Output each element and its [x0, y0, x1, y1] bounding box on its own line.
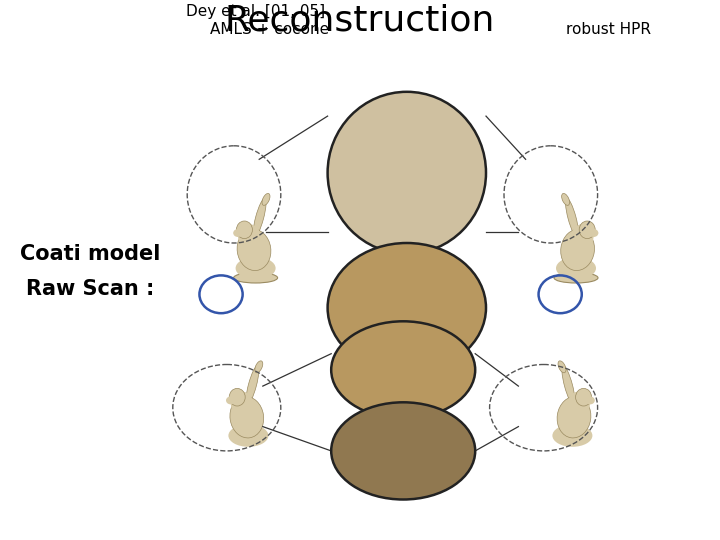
Ellipse shape — [575, 388, 592, 406]
Ellipse shape — [556, 257, 596, 279]
Ellipse shape — [558, 361, 566, 373]
Ellipse shape — [552, 424, 593, 447]
Ellipse shape — [231, 392, 253, 416]
Ellipse shape — [579, 221, 595, 239]
Text: robust HPR: robust HPR — [566, 22, 651, 37]
Ellipse shape — [565, 199, 578, 237]
Ellipse shape — [255, 361, 263, 373]
Ellipse shape — [236, 221, 253, 239]
Ellipse shape — [226, 396, 235, 404]
Ellipse shape — [237, 229, 271, 271]
Ellipse shape — [331, 321, 475, 419]
Ellipse shape — [246, 366, 259, 404]
Text: Reconstruction: Reconstruction — [225, 4, 495, 37]
Ellipse shape — [571, 224, 593, 248]
Ellipse shape — [233, 229, 243, 237]
Ellipse shape — [331, 402, 475, 500]
Ellipse shape — [262, 193, 270, 205]
Ellipse shape — [567, 392, 590, 416]
Ellipse shape — [557, 396, 591, 438]
Text: Raw Scan :: Raw Scan : — [26, 279, 154, 299]
Ellipse shape — [561, 229, 595, 271]
Text: AMLS + cocone: AMLS + cocone — [210, 22, 330, 37]
Ellipse shape — [554, 273, 598, 283]
Ellipse shape — [253, 199, 266, 237]
Ellipse shape — [562, 366, 575, 404]
Ellipse shape — [238, 224, 261, 248]
Ellipse shape — [589, 229, 598, 237]
Ellipse shape — [229, 388, 246, 406]
Ellipse shape — [235, 257, 276, 279]
Ellipse shape — [233, 273, 278, 283]
Text: Dey et al. [01, 05]: Dey et al. [01, 05] — [186, 4, 325, 19]
Ellipse shape — [328, 92, 486, 254]
Ellipse shape — [230, 396, 264, 438]
Text: Coati model: Coati model — [20, 244, 160, 264]
Ellipse shape — [228, 424, 269, 447]
Ellipse shape — [562, 193, 570, 205]
Ellipse shape — [328, 243, 486, 373]
Ellipse shape — [585, 396, 595, 404]
